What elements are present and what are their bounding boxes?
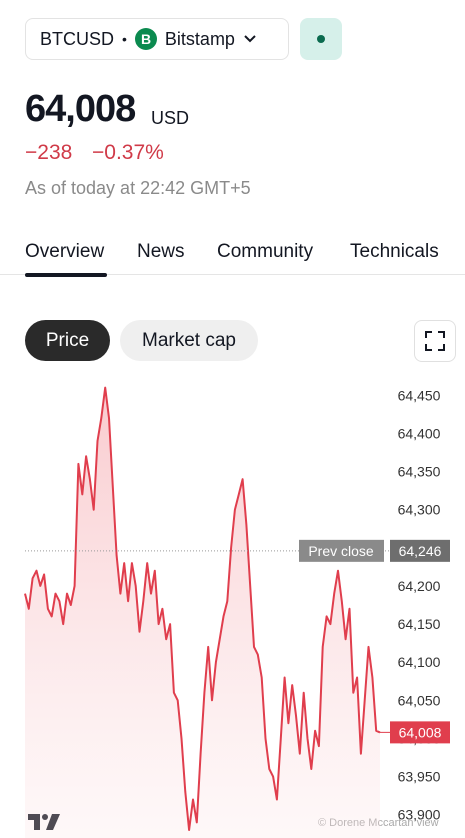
as-of: As of today at 22:42 GMT+5	[25, 178, 251, 198]
tab[interactable]: Technicals	[350, 241, 439, 262]
change: −238	[25, 141, 73, 164]
change-percent: −0.37%	[92, 141, 164, 164]
exchange-icon: B	[134, 28, 157, 50]
y-tick-label: 64,400	[398, 425, 441, 441]
prev-close-label: 64,246	[399, 543, 442, 559]
symbol-selector[interactable]: BTCUSD • B Bitstamp	[25, 18, 289, 60]
chart: © Dorene Mccartan view 63,90063,95064,00…	[24, 386, 450, 838]
y-tick-label: 64,200	[398, 578, 441, 594]
y-tick-label: 64,350	[398, 464, 441, 480]
prev-close-value-box	[390, 539, 450, 562]
price-line	[24, 386, 381, 831]
prev-close-box	[299, 539, 384, 562]
last-price-label: 64,008	[399, 724, 442, 740]
area	[25, 387, 380, 838]
y-tick-label: 64,150	[398, 616, 441, 632]
currency: USD	[151, 108, 190, 128]
prev-close-name: Prev close	[308, 543, 374, 559]
tab[interactable]: News	[137, 241, 185, 262]
svg-text:B: B	[141, 31, 151, 47]
exchange: Bitstamp	[164, 28, 235, 49]
last-price-box	[390, 721, 450, 744]
y-tick-label: 64,300	[398, 502, 441, 518]
chevron	[244, 35, 256, 43]
toggle-active[interactable]: Price	[25, 320, 110, 361]
y-tick-label: 64,050	[398, 692, 441, 708]
y-tick-label: 64,450	[398, 387, 441, 403]
y-tick-label: 64,100	[398, 654, 441, 670]
fullscreen-button[interactable]	[414, 320, 456, 362]
y-tick-label: 63,900	[398, 807, 441, 823]
fullscreen-icon	[425, 331, 445, 351]
status-button[interactable]	[300, 18, 342, 60]
price: 64,008	[25, 88, 136, 130]
tab[interactable]: Community	[217, 241, 314, 262]
tab[interactable]: Overview	[25, 241, 105, 262]
toggle[interactable]: Market cap	[120, 320, 258, 361]
tab-indicator	[25, 273, 107, 277]
y-tick-label: 63,950	[398, 769, 441, 785]
tab-divider	[0, 274, 465, 275]
symbol: BTCUSD	[40, 28, 115, 49]
separator: •	[122, 31, 127, 47]
